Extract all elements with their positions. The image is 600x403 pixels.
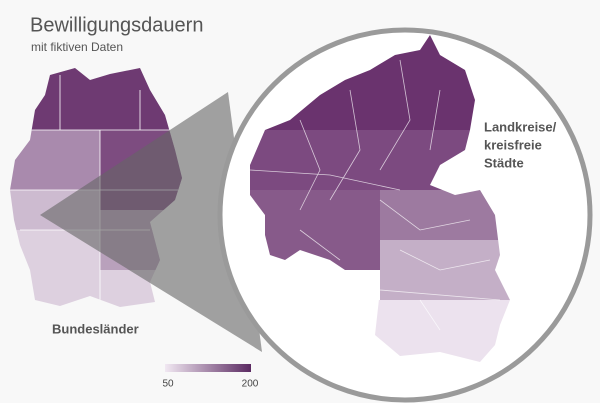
legend-min: 50 xyxy=(162,379,174,390)
legend-gradient xyxy=(165,364,251,372)
zoom-wedge xyxy=(40,92,262,352)
legend-max: 200 xyxy=(242,379,259,390)
detail-label-line: kreisfreie xyxy=(484,137,542,152)
title: Bewilligungsdauern xyxy=(30,14,203,36)
detail-label-line: Landkreise/ xyxy=(484,119,557,134)
detail-label-line: Städte xyxy=(484,155,524,170)
country-label: Bundesländer xyxy=(52,321,139,336)
subtitle: mit fiktiven Daten xyxy=(31,40,123,54)
